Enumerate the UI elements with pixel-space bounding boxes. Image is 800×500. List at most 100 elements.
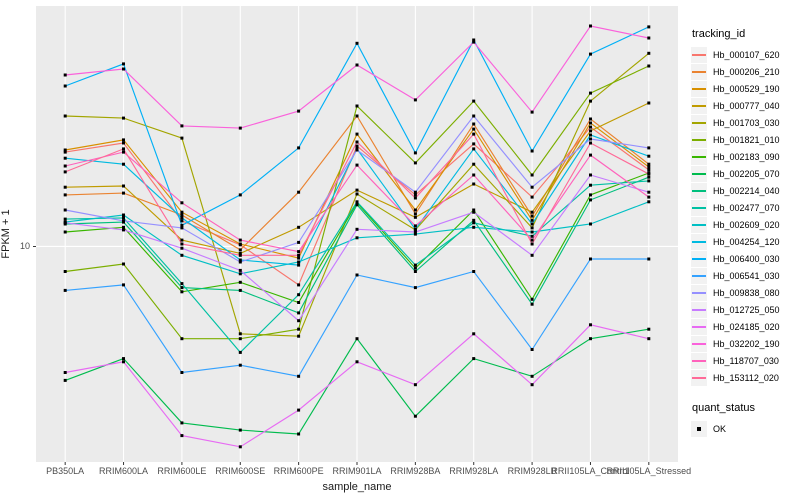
data-point <box>589 117 592 121</box>
data-point <box>238 253 242 257</box>
data-point <box>647 168 651 172</box>
data-point <box>647 165 651 169</box>
data-point <box>180 371 184 374</box>
legend-line-icon <box>692 258 706 260</box>
legend-line-icon <box>692 156 706 158</box>
data-point <box>589 133 592 137</box>
data-point <box>63 148 67 152</box>
legend-key-swatch <box>691 319 707 335</box>
legend-item: Hb_002214_040 <box>691 183 799 199</box>
data-point <box>413 227 417 231</box>
legend-key-swatch <box>691 47 707 63</box>
legend-key-swatch <box>691 200 707 216</box>
legend-line-icon <box>692 105 706 107</box>
data-point <box>122 138 125 142</box>
data-point <box>472 173 476 177</box>
legend-label: Hb_002214_040 <box>713 186 780 196</box>
data-point <box>647 337 651 341</box>
legend-item: Hb_012725_050 <box>691 302 799 318</box>
legend-key-swatch <box>691 285 707 301</box>
data-point <box>180 213 184 217</box>
legend-line-icon <box>692 88 706 90</box>
legend-line-icon <box>692 173 706 175</box>
data-point <box>238 363 242 367</box>
data-point <box>238 428 242 432</box>
legend-key-swatch <box>691 115 707 131</box>
data-point <box>297 146 301 150</box>
data-point <box>530 238 534 242</box>
data-point <box>355 236 359 240</box>
quant-status-legend: quant_status OK <box>691 402 799 437</box>
data-point <box>122 228 125 232</box>
data-point <box>589 125 592 129</box>
data-point <box>122 225 125 229</box>
data-point <box>589 198 592 202</box>
x-tick-label: RRIM600PE <box>273 466 324 476</box>
data-point <box>472 114 476 118</box>
data-point <box>472 99 476 103</box>
legend-label: Hb_000206_210 <box>713 67 780 77</box>
data-point <box>530 214 534 218</box>
legend-item: Hb_006400_030 <box>691 251 799 267</box>
data-point <box>647 162 651 166</box>
data-point <box>413 98 417 102</box>
data-point <box>63 288 67 292</box>
data-point <box>589 153 592 157</box>
legend-line-icon <box>692 54 706 56</box>
x-tick-label: PB350LA <box>46 466 85 476</box>
data-point <box>647 101 651 105</box>
data-point <box>238 248 242 252</box>
data-point <box>530 173 534 177</box>
data-point <box>413 383 417 387</box>
data-point <box>355 200 359 204</box>
data-point <box>413 190 417 194</box>
data-point <box>472 142 476 146</box>
legend-key-swatch <box>691 149 707 165</box>
data-point <box>180 124 184 128</box>
data-point <box>238 288 242 292</box>
data-point <box>589 52 592 56</box>
data-point <box>472 357 476 361</box>
legend-key-swatch <box>691 217 707 233</box>
data-point <box>530 297 534 301</box>
legend-key-swatch <box>691 64 707 80</box>
legend-label: Hb_024185_020 <box>713 322 780 332</box>
data-point <box>530 230 534 234</box>
legend-item: Hb_002205_070 <box>691 166 799 182</box>
data-point <box>63 150 67 154</box>
legend-item: Hb_000107_620 <box>691 47 799 63</box>
data-point <box>472 332 476 336</box>
legend-line-icon <box>692 71 706 73</box>
data-point <box>472 210 476 214</box>
legend-item: Hb_000777_040 <box>691 98 799 114</box>
data-point <box>355 104 359 108</box>
legend-label: Hb_006541_030 <box>713 271 780 281</box>
data-point <box>180 246 184 250</box>
data-point <box>647 195 651 199</box>
data-point <box>122 150 125 154</box>
data-point <box>530 226 534 230</box>
data-point <box>122 262 125 266</box>
data-point <box>122 147 125 151</box>
legend-label: Hb_000529_190 <box>713 84 780 94</box>
data-point <box>647 257 651 261</box>
quant-legend-entries: OK <box>691 421 799 437</box>
legend-title-quant-status: quant_status <box>692 402 755 414</box>
legend-line-icon <box>692 139 706 141</box>
data-point <box>297 327 301 331</box>
data-point <box>530 195 534 199</box>
data-point <box>63 193 67 197</box>
data-point <box>297 432 301 436</box>
data-point <box>413 212 417 216</box>
data-point <box>413 215 417 219</box>
legend-key-swatch <box>691 251 707 267</box>
data-point <box>589 137 592 141</box>
x-tick-label: RRIM600SE <box>215 466 266 476</box>
data-point <box>530 242 534 246</box>
data-point <box>63 156 67 160</box>
legend-label: Hb_002205_070 <box>713 169 780 179</box>
data-point <box>413 230 417 234</box>
square-point-icon <box>697 427 701 431</box>
data-point <box>297 260 301 264</box>
data-point <box>297 190 301 194</box>
